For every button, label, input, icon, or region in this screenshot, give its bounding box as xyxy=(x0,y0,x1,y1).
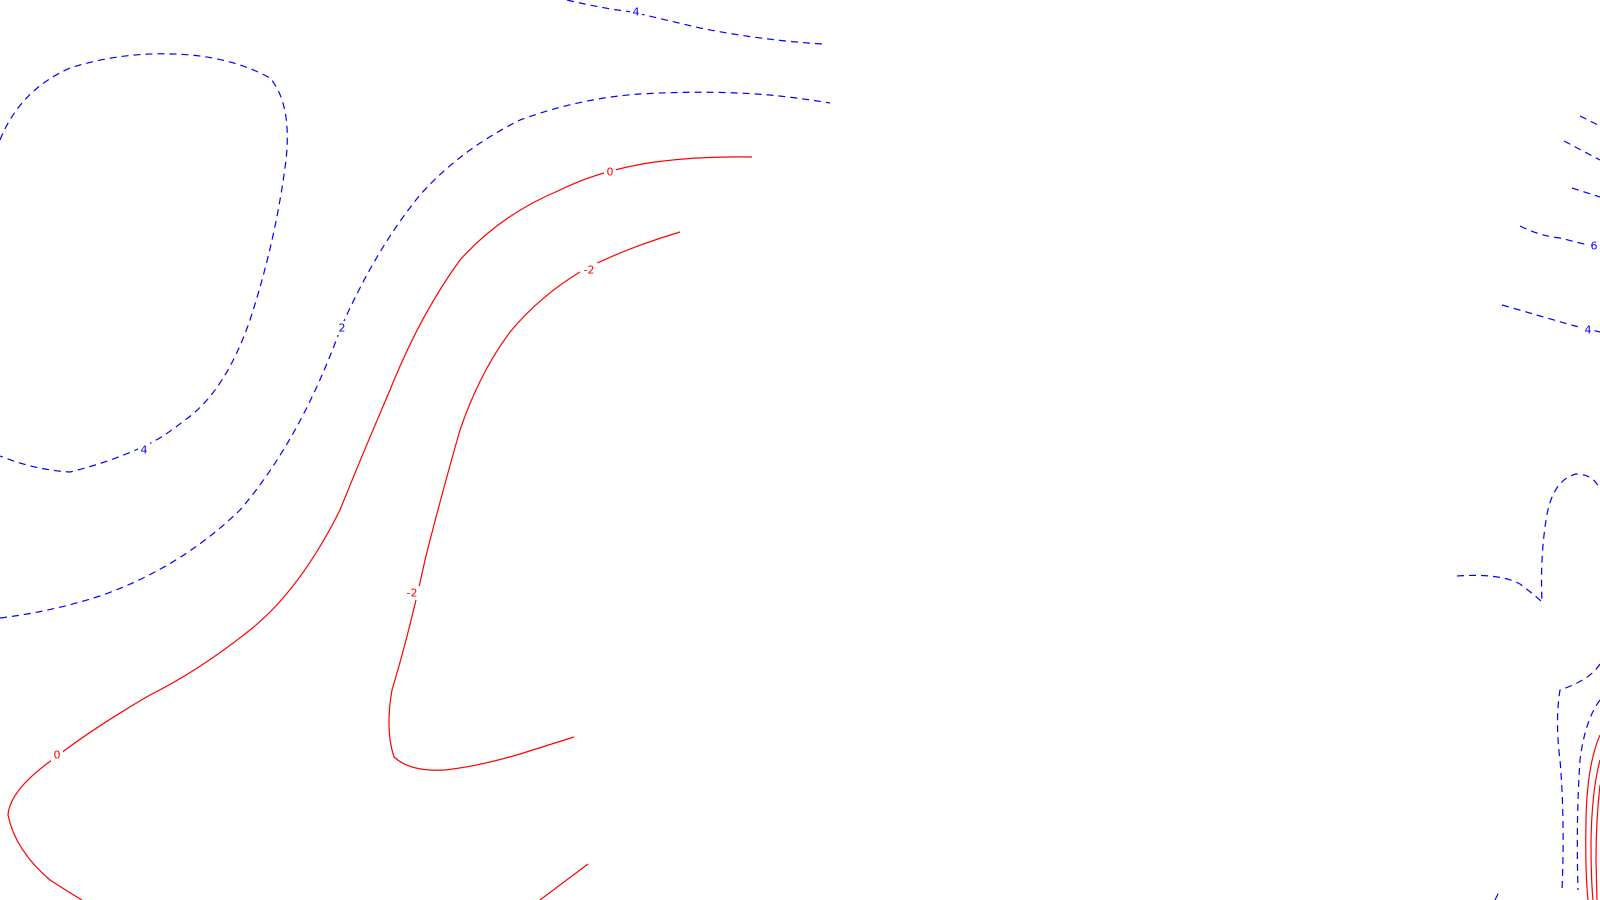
negative-contour-group xyxy=(7,156,1600,900)
contour-label-background xyxy=(630,5,642,19)
contour-label-background xyxy=(1588,239,1600,253)
contour-label-background xyxy=(403,586,421,600)
contour-line-2 xyxy=(0,91,831,619)
contour-label: 4 xyxy=(1585,324,1592,337)
contour-label-background xyxy=(51,748,63,762)
contour-label: 2 xyxy=(339,322,346,335)
contour-line-right-lower xyxy=(1556,663,1600,891)
contour-line-6-right xyxy=(1519,225,1600,247)
contour-label: 4 xyxy=(633,6,640,19)
contour-label: -2 xyxy=(407,587,418,600)
contour-line-neg2 xyxy=(388,231,681,771)
contour-line-4-right xyxy=(1501,304,1600,333)
contour-line-6-right-upper3 xyxy=(1579,115,1600,127)
contour-label: 0 xyxy=(54,749,61,762)
contour-line-right-loop xyxy=(1456,473,1600,604)
contour-line-6-right-upper2 xyxy=(1563,140,1600,161)
contour-line-right-tick xyxy=(1494,889,1501,900)
contour-label: 6 xyxy=(1591,240,1598,253)
contour-line-right-red-3 xyxy=(1595,784,1600,900)
contour-line-0-lower xyxy=(539,863,589,900)
contour-label-background xyxy=(1582,323,1594,337)
contour-label: 0 xyxy=(607,166,614,179)
contour-line-right-red-2 xyxy=(1590,759,1600,900)
contour-line-4-left xyxy=(0,53,288,473)
contour-line-0 xyxy=(7,156,753,900)
contour-label-background xyxy=(604,165,616,179)
contour-label-background xyxy=(580,263,598,277)
contour-line-right-red-1 xyxy=(1585,734,1600,900)
contour-line-6-right-upper xyxy=(1571,187,1600,198)
contour-label-group: 4 4 2 0 0 -2 -2 6 4 xyxy=(51,5,1600,762)
contour-line-right-lower2 xyxy=(1576,699,1600,891)
contour-label: 4 xyxy=(141,444,148,457)
contour-label: -2 xyxy=(584,264,595,277)
contour-label-background xyxy=(138,443,150,457)
contour-label-background xyxy=(336,321,348,335)
contour-line-4-top xyxy=(566,0,823,45)
